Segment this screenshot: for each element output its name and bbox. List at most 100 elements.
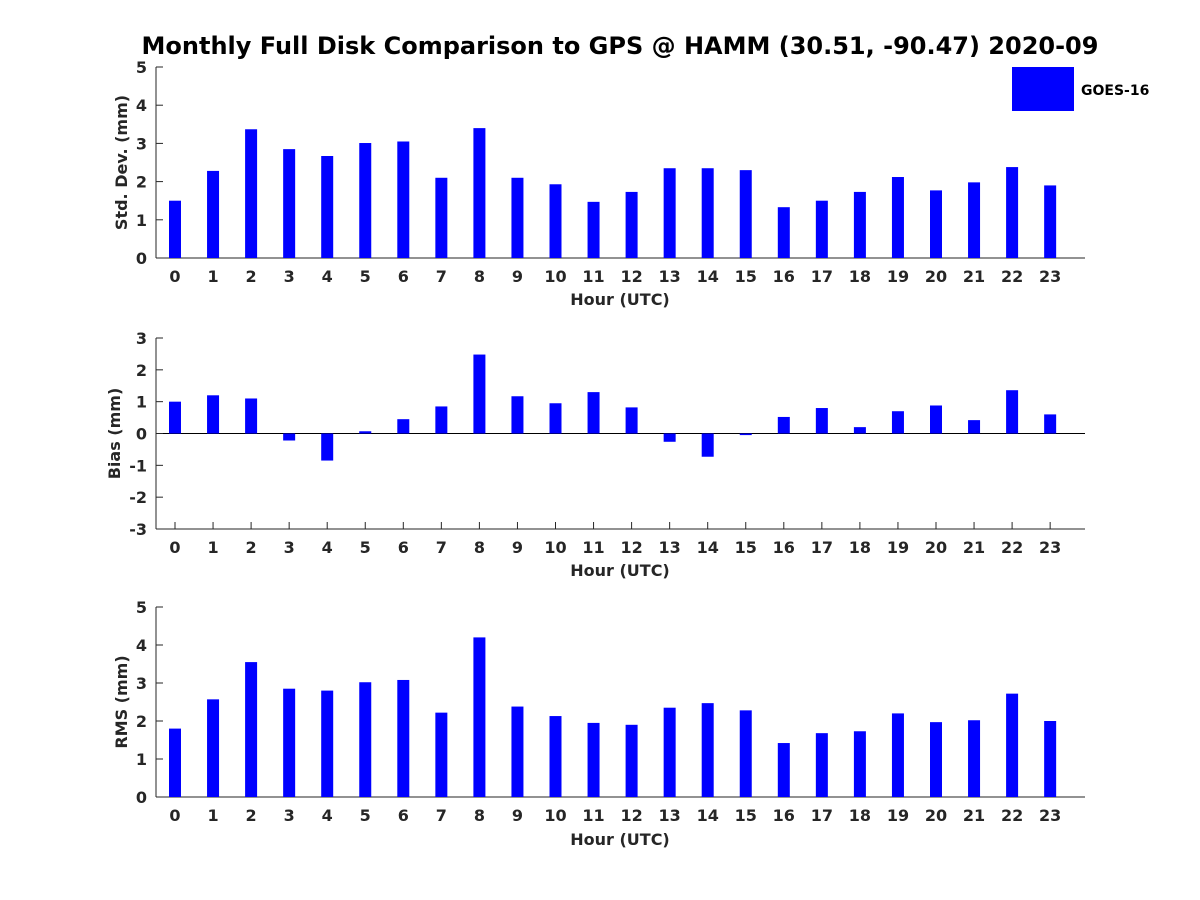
y-tick-label: 3 (136, 329, 147, 348)
bar-bias-hour-12 (625, 407, 638, 434)
bar-bias-hour-2 (245, 398, 258, 434)
bar-rms-hour-14 (701, 703, 714, 797)
bar-std-dev-hour-23 (1044, 185, 1057, 258)
bar-rms-hour-15 (739, 710, 752, 797)
y-tick-label: 2 (136, 712, 147, 731)
x-tick-label: 16 (773, 538, 795, 557)
x-tick-label: 11 (582, 267, 604, 286)
x-axis-label: Hour (UTC) (570, 561, 670, 580)
bar-bias-hour-9 (511, 396, 524, 434)
x-tick-label: 22 (1001, 806, 1023, 825)
bar-std-dev-hour-3 (283, 149, 296, 258)
bar-bias-hour-3 (283, 433, 296, 441)
bar-std-dev-hour-21 (968, 182, 981, 258)
bar-std-dev-hour-14 (701, 168, 714, 258)
bar-std-dev-hour-6 (397, 141, 410, 258)
bar-bias-hour-23 (1044, 414, 1057, 434)
y-tick-label: 1 (136, 211, 147, 230)
y-axis-label: Bias (mm) (105, 388, 124, 480)
x-axis-label: Hour (UTC) (570, 290, 670, 309)
x-tick-label: 4 (322, 538, 333, 557)
x-tick-label: 3 (284, 806, 295, 825)
x-tick-label: 6 (398, 267, 409, 286)
bar-std-dev-hour-4 (321, 156, 334, 258)
x-tick-label: 10 (544, 538, 566, 557)
bar-rms-hour-5 (359, 682, 372, 797)
x-tick-label: 0 (169, 806, 180, 825)
x-tick-label: 20 (925, 267, 947, 286)
x-tick-label: 23 (1039, 538, 1061, 557)
bar-bias-hour-20 (930, 405, 942, 434)
x-tick-label: 0 (169, 538, 180, 557)
bar-bias-hour-7 (435, 406, 448, 434)
bar-std-dev-hour-5 (359, 143, 372, 258)
y-tick-label: 4 (136, 636, 147, 655)
bar-rms-hour-1 (207, 699, 220, 797)
x-tick-label: 12 (620, 806, 642, 825)
chart-title: Monthly Full Disk Comparison to GPS @ HA… (142, 32, 1099, 60)
x-tick-label: 4 (322, 267, 333, 286)
legend: GOES-16 (1012, 67, 1149, 111)
y-tick-label: 0 (136, 425, 147, 444)
bar-rms-hour-16 (777, 743, 790, 797)
bar-rms-hour-3 (283, 688, 296, 797)
x-tick-label: 13 (659, 806, 681, 825)
x-tick-label: 15 (735, 538, 757, 557)
x-tick-label: 3 (284, 538, 295, 557)
bar-rms-hour-4 (321, 690, 334, 797)
bar-rms-hour-23 (1044, 721, 1057, 797)
y-axis-label: Std. Dev. (mm) (112, 95, 131, 230)
x-tick-label: 13 (659, 267, 681, 286)
x-tick-label: 20 (925, 538, 947, 557)
x-tick-label: 0 (169, 267, 180, 286)
bar-rms-hour-11 (587, 722, 600, 797)
x-tick-label: 5 (360, 267, 371, 286)
x-tick-label: 1 (207, 806, 218, 825)
legend-label: GOES-16 (1081, 83, 1149, 99)
bar-rms-hour-17 (815, 733, 828, 797)
x-tick-label: 9 (512, 806, 523, 825)
bar-rms-hour-9 (511, 706, 524, 797)
y-tick-label: 5 (136, 598, 147, 617)
bar-rms-hour-10 (549, 716, 562, 797)
x-tick-label: 2 (246, 806, 257, 825)
x-tick-label: 15 (735, 806, 757, 825)
x-tick-label: 2 (246, 538, 257, 557)
x-tick-label: 21 (963, 267, 985, 286)
bar-std-dev-hour-19 (891, 177, 904, 258)
x-tick-label: 19 (887, 538, 909, 557)
bar-std-dev-hour-20 (930, 190, 942, 258)
bar-std-dev-hour-18 (853, 191, 866, 258)
bar-std-dev-hour-1 (207, 170, 220, 258)
bar-bias-hour-6 (397, 419, 410, 434)
y-tick-label: 0 (136, 788, 147, 807)
bar-rms-hour-20 (930, 722, 942, 797)
bar-bias-hour-11 (587, 392, 600, 434)
bar-bias-hour-8 (473, 354, 486, 434)
bar-std-dev-hour-9 (511, 177, 524, 258)
bar-std-dev-hour-11 (587, 201, 600, 258)
x-tick-label: 1 (207, 267, 218, 286)
x-tick-label: 22 (1001, 538, 1023, 557)
x-tick-label: 10 (544, 267, 566, 286)
x-tick-label: 21 (963, 806, 985, 825)
x-tick-label: 12 (620, 538, 642, 557)
x-tick-label: 7 (436, 538, 447, 557)
bar-rms-hour-7 (435, 712, 448, 797)
bar-std-dev-hour-8 (473, 128, 486, 258)
x-tick-label: 23 (1039, 806, 1061, 825)
bar-std-dev-hour-12 (625, 191, 638, 258)
y-tick-label: 0 (136, 249, 147, 268)
x-tick-label: 5 (360, 806, 371, 825)
x-tick-label: 18 (849, 267, 871, 286)
x-tick-label: 14 (697, 806, 719, 825)
x-tick-label: 19 (887, 267, 909, 286)
bar-std-dev-hour-17 (815, 200, 828, 258)
bar-std-dev-hour-15 (739, 170, 752, 258)
legend-swatch (1012, 67, 1074, 111)
